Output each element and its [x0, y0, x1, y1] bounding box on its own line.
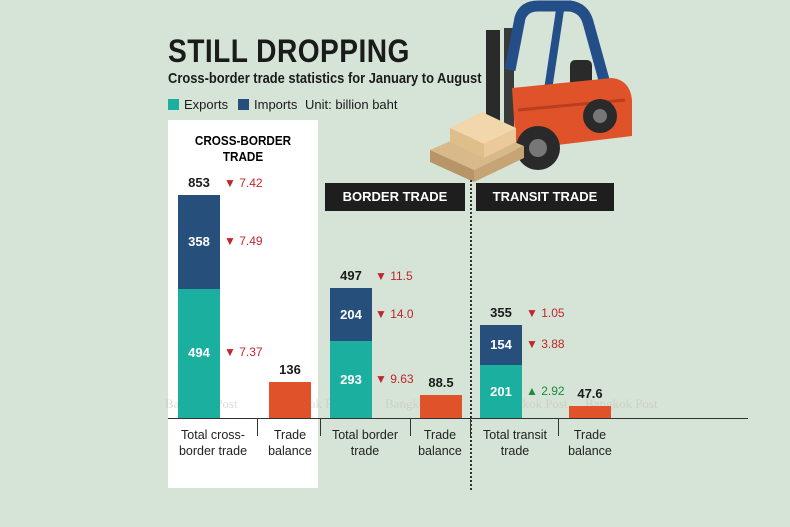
exports-change-label: ▼ 9.63 — [375, 371, 414, 386]
trade-balance-bar — [420, 394, 462, 418]
legend-unit: Unit: billion baht — [305, 97, 398, 112]
imports-bar — [330, 288, 372, 342]
section-transit: TRANSIT TRADE — [476, 183, 614, 211]
exports-value-label: 494 — [188, 345, 210, 361]
exports-change-label: ▼ 7.37 — [224, 345, 263, 360]
imports-change-label: ▼ 3.88 — [526, 337, 565, 352]
trade-balance-bar — [269, 382, 311, 418]
x-label-cross-border: Total cross-border trade — [178, 428, 248, 458]
x-separator — [558, 418, 559, 436]
exports-bar — [330, 341, 372, 418]
imports-bar — [178, 195, 220, 289]
trade-balance-value-label: 47.6 — [577, 385, 603, 401]
chart-subtitle: Cross-border trade statistics for Januar… — [168, 70, 482, 87]
x-label-balance: Trade balance — [418, 428, 462, 458]
total-value-label: 853 — [188, 175, 210, 191]
imports-bar — [480, 325, 522, 366]
trade-balance-bar — [569, 405, 611, 418]
chart-title: STILL DROPPING — [168, 33, 410, 69]
x-axis-baseline — [168, 418, 748, 419]
x-label-border: Total border trade — [331, 428, 398, 458]
forklift-illustration — [430, 0, 632, 182]
exports-bar — [178, 288, 220, 418]
total-change-label: ▼ 11.5 — [375, 269, 413, 284]
imports-change-label: ▼ 7.49 — [224, 234, 263, 249]
x-separator — [470, 418, 471, 436]
legend-imports: Imports — [238, 97, 297, 112]
exports-change-label: ▲ 2.92 — [526, 383, 565, 398]
total-change-label: ▼ 7.42 — [224, 176, 263, 191]
imports-value-label: 204 — [340, 306, 362, 322]
x-separator — [257, 418, 258, 436]
exports-swatch — [168, 99, 179, 110]
trade-balance-value-label: 136 — [279, 362, 301, 378]
imports-swatch — [238, 99, 249, 110]
x-label-balance: Trade balance — [268, 428, 312, 458]
total-change-label: ▼ 1.05 — [526, 306, 565, 321]
trade-balance-value-label: 88.5 — [428, 374, 454, 390]
imports-change-label: ▼ 14.0 — [375, 306, 414, 321]
legend-exports-label: Exports — [184, 97, 229, 112]
x-separator — [410, 418, 411, 436]
x-separator — [320, 418, 321, 436]
exports-value-label: 293 — [340, 371, 362, 387]
exports-bar — [480, 365, 522, 418]
legend-imports-label: Imports — [254, 97, 298, 112]
imports-value-label: 358 — [188, 234, 210, 250]
x-label-balance: Trade balance — [568, 428, 612, 458]
total-value-label: 497 — [340, 268, 362, 284]
legend-exports: Exports — [168, 97, 228, 112]
legend-unit-label: Unit: billion baht — [305, 97, 398, 112]
x-label-transit: Total transit trade — [483, 428, 547, 458]
section-divider — [470, 180, 472, 490]
total-value-label: 355 — [490, 305, 512, 321]
exports-value-label: 201 — [490, 383, 512, 399]
section-border: BORDER TRADE — [325, 183, 465, 211]
section-cross-border: CROSS-BORDER TRADE — [194, 133, 292, 164]
imports-value-label: 154 — [490, 337, 512, 353]
